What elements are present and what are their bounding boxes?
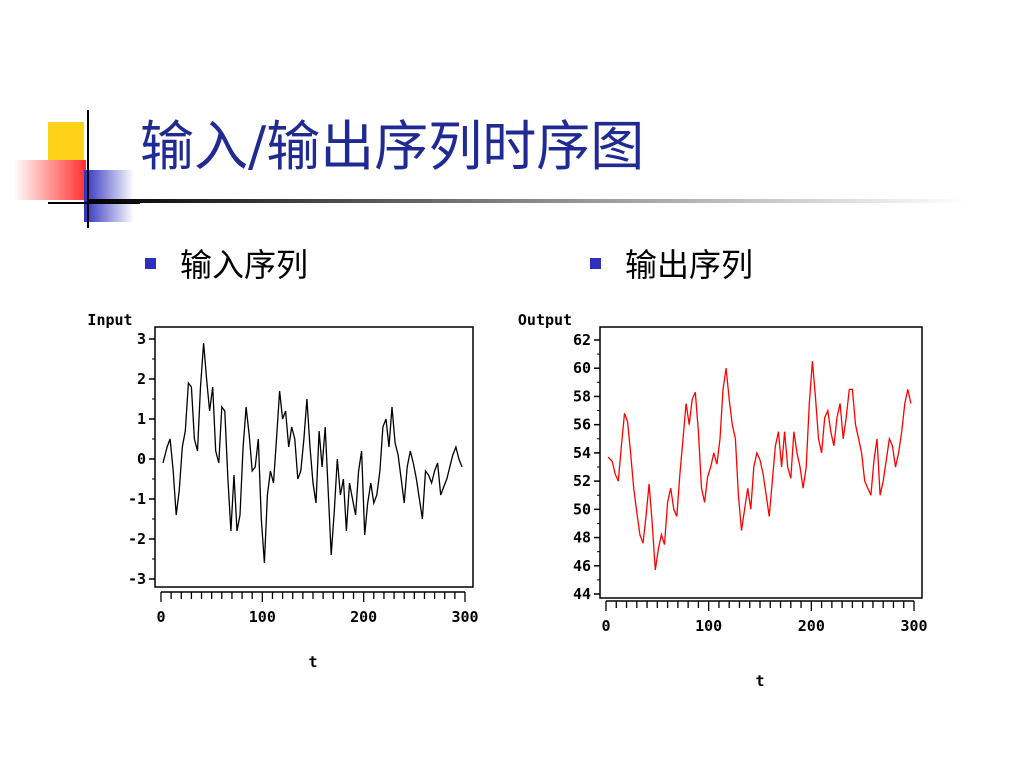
plot-frame [154,326,474,588]
bullet-square-icon [590,258,601,269]
x-axis-label: t [308,653,317,671]
y-tick-label: 50 [573,500,591,518]
x-tick-label: 100 [249,608,276,626]
bullet-output-label: 输出序列 [625,246,754,284]
title-underline [88,199,968,203]
plot-frame [599,326,923,599]
bullet-output: 输出序列 [590,240,753,284]
y-tick-label: 60 [573,359,591,377]
deco-yellow-square [48,122,84,166]
deco-blue-square [84,170,134,222]
bullet-input: 输入序列 [145,240,308,284]
series-line [162,342,463,564]
x-tick-label: 100 [695,617,722,635]
y-tick-label: -3 [128,570,146,588]
y-tick-label: 46 [573,557,591,575]
series-line [607,361,912,571]
x-axis-label: t [755,672,764,690]
bullet-input-label: 输入序列 [180,246,309,284]
x-tick-label: 300 [451,608,478,626]
bullet-square-icon [145,258,156,269]
x-tick-label: 200 [350,608,377,626]
x-tick-label: 0 [156,608,165,626]
y-tick-label: -2 [128,530,146,548]
y-tick-label: 48 [573,529,591,547]
y-tick-label: 2 [137,370,146,388]
y-tick-label: -1 [128,490,146,508]
deco-red-bar [14,160,86,200]
page-title: 输入/输出序列时序图 [140,115,645,178]
y-axis-label: Input [87,311,132,329]
y-tick-label: 52 [573,472,591,490]
y-tick-label: 0 [137,450,146,468]
y-tick-label: 56 [573,416,591,434]
y-tick-label: 54 [573,444,591,462]
corner-decoration [14,110,140,228]
y-tick-label: 1 [137,410,146,428]
y-tick-label: 44 [573,585,591,603]
x-tick-label: 200 [798,617,825,635]
y-tick-label: 58 [573,387,591,405]
y-tick-label: 62 [573,331,591,349]
x-tick-label: 300 [900,617,927,635]
y-tick-label: 3 [137,330,146,348]
x-tick-label: 0 [601,617,610,635]
y-axis-label: Output [518,311,572,329]
